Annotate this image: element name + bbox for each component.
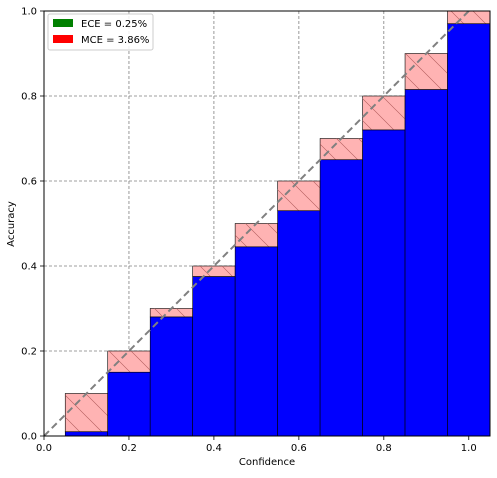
y-tick-label: 0.4 — [21, 262, 37, 273]
y-tick-label: 0.2 — [21, 347, 37, 358]
y-tick-label: 0.0 — [21, 432, 37, 443]
x-axis-label: Confidence — [239, 457, 295, 468]
legend: ECE = 0.25% MCE = 3.86% — [47, 13, 154, 51]
legend-swatch-ece — [53, 19, 73, 27]
gap-bar-hatch — [447, 11, 490, 24]
legend-label-ece: ECE = 0.25% — [81, 19, 147, 30]
y-axis-label: Accuracy — [6, 201, 17, 247]
y-tick-label: 0.8 — [21, 92, 37, 103]
gap-bar-hatch — [65, 393, 108, 432]
plot-frame — [43, 10, 491, 437]
gap-bar-hatch — [320, 138, 363, 160]
accuracy-bar — [107, 371, 151, 436]
accuracy-bar — [362, 129, 406, 436]
diagonal-line-group — [44, 11, 470, 436]
gap-bar-hatch — [235, 223, 278, 247]
x-tick-label: 0.6 — [291, 443, 307, 454]
legend-label-mce: MCE = 3.86% — [81, 35, 149, 46]
x-tick-label: 0.0 — [36, 443, 52, 454]
accuracy-bar — [319, 159, 363, 436]
y-axis-ticks: 0.0 0.2 0.4 0.6 0.8 1.0 — [21, 7, 44, 443]
accuracy-bar — [149, 316, 193, 436]
gap-bar-hatch — [277, 181, 321, 211]
accuracy-bar — [192, 276, 236, 436]
x-tick-label: 0.8 — [376, 443, 392, 454]
x-tick-label: 0.2 — [121, 443, 137, 454]
x-axis-ticks: 0.0 0.2 0.4 0.6 0.8 1.0 — [36, 436, 477, 454]
gap-bar-hatch — [150, 308, 193, 317]
x-tick-label: 0.4 — [206, 443, 222, 454]
accuracy-bar — [64, 431, 109, 436]
accuracy-bar — [234, 246, 278, 436]
perfect-calibration-line — [44, 11, 470, 436]
x-tick-label: 1.0 — [461, 443, 477, 454]
gap-bar-hatch — [362, 96, 406, 130]
gap-bar-hatch — [405, 53, 448, 90]
y-tick-label: 1.0 — [21, 7, 37, 18]
accuracy-bar — [447, 23, 490, 436]
y-tick-label: 0.6 — [21, 177, 37, 188]
accuracy-bar — [277, 210, 321, 436]
bars — [64, 11, 490, 436]
gap-bar-hatch — [107, 351, 151, 373]
legend-swatch-mce — [53, 35, 73, 43]
legend-box — [47, 13, 154, 51]
gap-bar-hatch — [192, 266, 236, 277]
accuracy-bar — [404, 89, 448, 436]
